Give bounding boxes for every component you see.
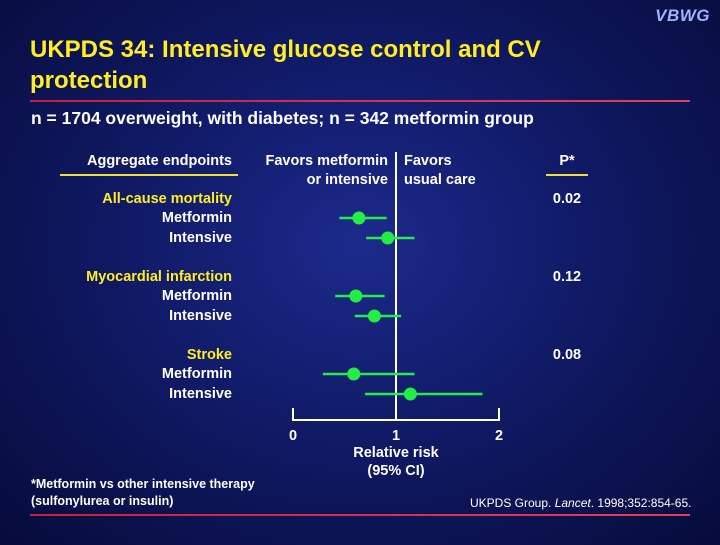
favors-right-line2: usual care xyxy=(404,172,476,188)
x-tick-label-0: 0 xyxy=(289,428,297,444)
endpoint-label-stroke: Stroke xyxy=(186,347,232,363)
x-tick-label-1: 1 xyxy=(392,428,400,444)
point-estimate-g0-r1 xyxy=(381,231,395,245)
row-label-mi-intensive: Intensive xyxy=(169,308,232,324)
point-estimate-g1-r0 xyxy=(349,289,363,303)
p-value-stroke: 0.08 xyxy=(552,347,582,363)
footnote-line1: *Metformin vs other intensive therapy xyxy=(31,477,255,491)
p-header-underline xyxy=(546,174,588,176)
p-header: P* xyxy=(559,153,575,169)
brand-logo: VBWG xyxy=(655,6,710,25)
p-value-mortality: 0.02 xyxy=(552,191,582,207)
footer-divider xyxy=(30,514,690,516)
favors-right-header: Favors usual care xyxy=(404,152,476,190)
citation-journal: Lancet xyxy=(554,496,591,510)
endpoint-label-mortality: All-cause mortality xyxy=(102,191,232,207)
x-tick-label-2: 2 xyxy=(495,428,503,444)
footnote-line2: (sulfonylurea or insulin) xyxy=(31,494,174,508)
title-divider xyxy=(30,100,690,102)
x-axis-label-line2: (95% CI) xyxy=(367,463,424,479)
favors-left-header: Favors metformin or intensive xyxy=(266,152,388,190)
slide-subtitle: n = 1704 overweight, with diabetes; n = … xyxy=(31,108,534,128)
slide-title: UKPDS 34: Intensive glucose control and … xyxy=(30,36,541,94)
citation-suffix: . 1998;352:854-65. xyxy=(590,496,692,510)
row-label-mi-metformin: Metformin xyxy=(161,288,232,304)
row-label-mortality-intensive: Intensive xyxy=(169,230,232,246)
row-label-mortality-metformin: Metformin xyxy=(161,210,232,226)
favors-right-line1: Favors xyxy=(404,153,452,169)
endpoints-header: Aggregate endpoints xyxy=(86,153,232,169)
row-label-stroke-intensive: Intensive xyxy=(169,386,232,402)
citation: UKPDS Group. Lancet. 1998;352:854-65. xyxy=(470,496,692,510)
point-estimate-g0-r0 xyxy=(352,211,366,225)
endpoints-header-underline xyxy=(60,174,238,176)
favors-left-line2: or intensive xyxy=(306,172,388,188)
point-estimate-g1-r1 xyxy=(367,309,381,323)
endpoint-label-mi: Myocardial infarction xyxy=(86,269,232,285)
point-estimate-g2-r0 xyxy=(347,367,361,381)
favors-left-line1: Favors metformin xyxy=(265,153,388,169)
p-value-mi: 0.12 xyxy=(552,269,582,285)
citation-prefix: UKPDS Group. xyxy=(470,496,555,510)
point-estimate-g2-r1 xyxy=(403,387,417,401)
row-label-stroke-metformin: Metformin xyxy=(161,366,232,382)
x-axis-label-line1: Relative risk xyxy=(353,445,439,461)
footnote: *Metformin vs other intensive therapy (s… xyxy=(31,476,255,510)
